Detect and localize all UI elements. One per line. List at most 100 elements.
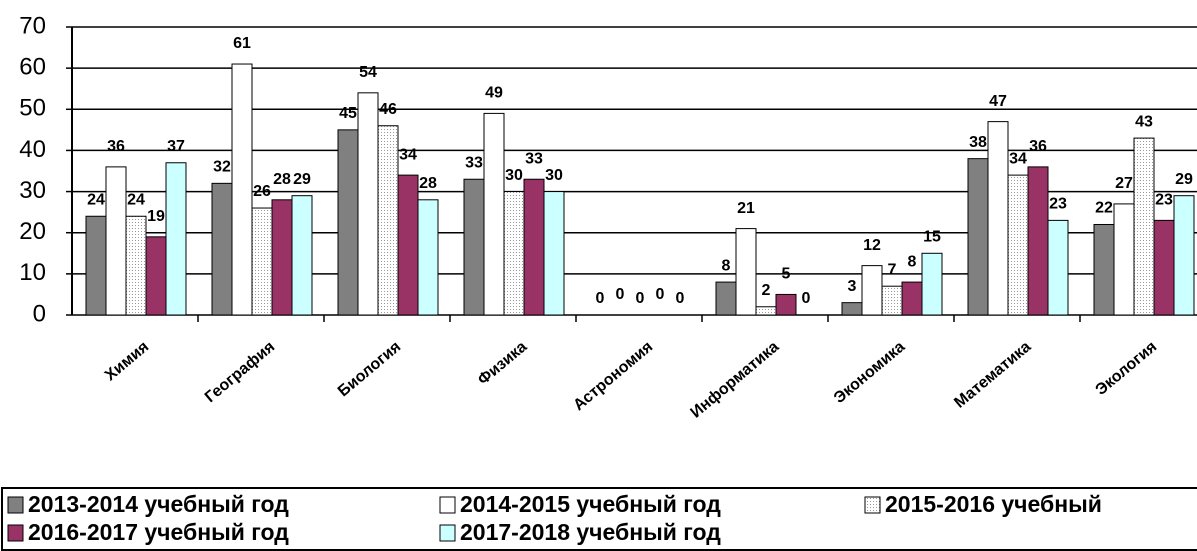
bar (1133, 137, 1155, 316)
bar (397, 174, 419, 316)
y-tick-label: 40 (19, 136, 46, 163)
value-label: 34 (1009, 150, 1027, 167)
value-label: 36 (1029, 138, 1047, 155)
bar (211, 182, 233, 316)
value-label: 7 (888, 261, 897, 278)
value-label: 5 (782, 266, 791, 283)
value-label: 0 (676, 290, 685, 307)
legend-box (1, 487, 1197, 551)
value-label: 29 (1175, 171, 1193, 188)
value-label: 0 (596, 290, 605, 307)
bar (85, 215, 107, 316)
bar (165, 162, 187, 316)
legend-label: 2016-2017 учебный год (28, 519, 289, 545)
y-tick-label: 0 (33, 300, 46, 327)
value-label: 28 (419, 175, 437, 192)
bar (967, 158, 989, 316)
x-tick-label: Физика (475, 338, 531, 389)
value-label: 54 (359, 64, 377, 81)
value-label: 0 (802, 290, 811, 307)
value-label: 43 (1135, 113, 1153, 130)
bar (483, 112, 505, 316)
value-label: 8 (722, 257, 731, 274)
bar (901, 281, 923, 316)
value-label: 30 (545, 167, 563, 184)
y-tick-label: 50 (19, 95, 46, 122)
value-label: 23 (1049, 196, 1067, 213)
bar (861, 265, 883, 316)
value-label: 45 (339, 105, 357, 122)
value-label: 38 (969, 134, 987, 151)
bar (251, 207, 273, 316)
x-tick-label: Экономика (831, 338, 908, 407)
value-label: 33 (525, 150, 543, 167)
bar (503, 191, 525, 316)
x-tick-label: Химия (102, 338, 152, 384)
bar (145, 236, 167, 316)
value-label: 2 (762, 282, 771, 299)
bar (291, 195, 313, 316)
value-label: 30 (505, 167, 523, 184)
bar (463, 178, 485, 316)
y-tick-label: 10 (19, 259, 46, 286)
y-tick-label: 70 (19, 12, 46, 39)
y-tick-label: 20 (19, 218, 46, 245)
value-label: 61 (233, 35, 251, 52)
value-label: 0 (616, 286, 625, 303)
value-label: 23 (1155, 192, 1173, 209)
bar (987, 121, 1009, 316)
bar (1007, 174, 1029, 316)
bar (881, 285, 903, 316)
value-label: 36 (107, 138, 125, 155)
bar (377, 125, 399, 316)
y-tick-label: 30 (19, 177, 46, 204)
bar (735, 228, 757, 316)
value-label: 34 (399, 146, 417, 163)
x-tick-label: Математика (951, 338, 1034, 412)
legend-swatch (439, 496, 456, 514)
bar (921, 252, 943, 316)
legend-label: 2017-2018 учебный год (460, 519, 721, 545)
legend-label: 2015-2016 учебный (885, 491, 1102, 517)
bar (1113, 203, 1135, 316)
legend-swatch (7, 496, 24, 514)
x-tick-label: Биология (335, 338, 404, 400)
legend-label: 2013-2014 учебный год (28, 491, 289, 517)
bar (1093, 223, 1115, 316)
bar (271, 199, 293, 316)
bar (1153, 219, 1175, 316)
legend-swatch (439, 524, 456, 542)
bar (105, 166, 127, 316)
value-label: 46 (379, 101, 397, 118)
bar (1027, 166, 1049, 316)
bar (125, 215, 147, 316)
value-label: 19 (147, 208, 165, 225)
value-label: 8 (908, 253, 917, 270)
bar (231, 63, 253, 316)
value-label: 47 (989, 93, 1007, 110)
legend-label: 2014-2015 учебный год (460, 491, 721, 517)
value-label: 49 (485, 85, 503, 102)
bar (715, 281, 737, 316)
value-label: 32 (213, 159, 231, 176)
bar (523, 178, 545, 316)
x-tick-label: Экология (1093, 338, 1161, 399)
legend-swatch (864, 496, 881, 514)
y-tick-label: 60 (19, 53, 46, 80)
value-label: 22 (1095, 200, 1113, 217)
bar (417, 199, 439, 316)
x-tick-label: Информатика (688, 338, 783, 421)
value-label: 24 (87, 191, 105, 208)
value-label: 0 (656, 286, 665, 303)
bar (1173, 195, 1195, 316)
value-label: 28 (273, 171, 291, 188)
value-label: 15 (923, 229, 941, 246)
value-label: 21 (737, 200, 755, 217)
value-label: 37 (167, 138, 185, 155)
bar (357, 92, 379, 316)
value-label: 33 (465, 154, 483, 171)
bar (755, 306, 777, 316)
bar (1047, 219, 1069, 316)
bar (775, 293, 797, 316)
